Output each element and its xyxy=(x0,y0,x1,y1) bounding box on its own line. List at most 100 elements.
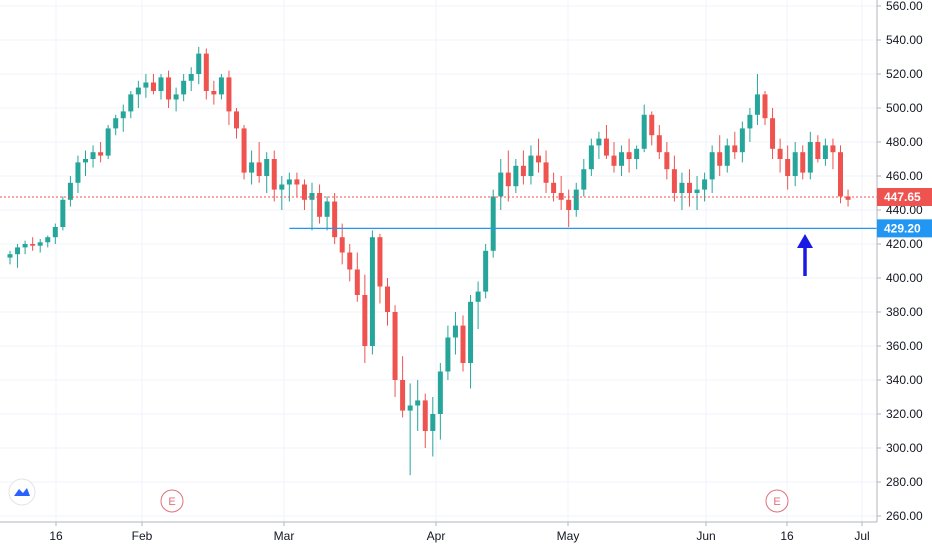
candle-body xyxy=(498,172,504,197)
candle xyxy=(203,48,209,100)
candle xyxy=(90,145,96,168)
candle-body xyxy=(188,74,194,81)
candle xyxy=(241,125,247,180)
candle-body xyxy=(505,172,511,187)
candle-body xyxy=(45,237,51,243)
candle-body xyxy=(687,182,692,193)
candle-body xyxy=(815,142,821,159)
candle xyxy=(105,125,111,159)
candle-body xyxy=(173,94,179,100)
candle-body xyxy=(15,247,21,255)
candle-body xyxy=(732,145,738,153)
candle xyxy=(634,145,640,170)
y-tick-label: 560.00 xyxy=(886,0,923,13)
arrow-head xyxy=(797,234,813,248)
candle xyxy=(75,155,81,193)
reference-lines xyxy=(0,196,877,229)
candle xyxy=(709,145,715,193)
time-axis-panel[interactable] xyxy=(0,522,877,550)
candle-body xyxy=(422,400,428,431)
candle xyxy=(528,145,534,185)
y-tick-label: 360.00 xyxy=(886,339,923,353)
y-tick-label: 500.00 xyxy=(886,101,923,115)
candle xyxy=(845,189,851,207)
candle-body xyxy=(362,295,368,346)
candle-body xyxy=(785,159,791,176)
candle xyxy=(611,142,617,173)
candle xyxy=(603,125,609,159)
candle-body xyxy=(656,135,662,153)
y-tick-label: 420.00 xyxy=(886,237,923,251)
candle xyxy=(362,274,368,363)
candle xyxy=(181,74,187,102)
candle xyxy=(792,142,798,187)
y-tick-label: 520.00 xyxy=(886,67,923,81)
candle xyxy=(656,125,662,159)
y-tick-label: 440.00 xyxy=(886,203,923,217)
candle xyxy=(694,176,700,210)
candle xyxy=(354,252,360,302)
candle xyxy=(770,108,776,159)
candle xyxy=(415,380,421,431)
candle xyxy=(460,315,466,372)
candle-body xyxy=(218,77,224,95)
candle-body xyxy=(649,114,655,136)
candle xyxy=(347,244,353,282)
candle xyxy=(588,138,594,176)
candle xyxy=(339,223,345,265)
candle xyxy=(37,238,43,253)
candle-body xyxy=(838,152,843,197)
candle-body xyxy=(807,142,813,173)
candle-body xyxy=(536,155,541,163)
candle xyxy=(166,70,172,108)
earnings-marker[interactable]: E xyxy=(765,489,789,513)
x-tick-label: Apr xyxy=(427,529,446,543)
candle-body xyxy=(573,189,579,210)
x-tick-label: May xyxy=(557,529,580,543)
earnings-marker[interactable]: E xyxy=(160,489,184,513)
tradingview-logo-icon[interactable] xyxy=(8,478,36,506)
candle-body xyxy=(90,152,96,159)
candle-body xyxy=(113,118,119,129)
candle-body xyxy=(430,414,436,431)
candle xyxy=(475,281,481,329)
y-tick-label: 540.00 xyxy=(886,33,923,47)
candle-body xyxy=(611,155,617,166)
candle xyxy=(150,74,156,95)
candle xyxy=(573,182,579,217)
candle xyxy=(452,312,458,355)
candle xyxy=(264,152,270,193)
candle xyxy=(407,383,413,476)
candle-body xyxy=(724,145,730,166)
candle xyxy=(143,74,149,98)
support-price-tag: 429.20 xyxy=(877,219,932,238)
candle-body xyxy=(128,94,134,112)
candle-body xyxy=(271,159,277,190)
candle-body xyxy=(588,145,594,170)
candle xyxy=(483,244,489,299)
candle-body xyxy=(67,182,73,200)
y-tick-label: 460.00 xyxy=(886,169,923,183)
price-axis-panel[interactable] xyxy=(877,0,932,522)
price-tags: 447.65 429.20 xyxy=(877,187,932,238)
candle-body xyxy=(279,184,285,190)
candle xyxy=(822,138,828,166)
x-tick-label: Feb xyxy=(132,529,153,543)
candle-body xyxy=(234,111,239,129)
candle xyxy=(430,397,436,457)
candle xyxy=(158,74,164,100)
candle-body xyxy=(135,87,141,95)
candle xyxy=(536,138,541,173)
candle xyxy=(596,131,602,159)
candle xyxy=(196,46,202,85)
candle xyxy=(747,108,753,142)
candle xyxy=(687,169,692,207)
candle-body xyxy=(702,179,708,190)
candle-body xyxy=(339,237,345,253)
candle xyxy=(566,189,572,227)
candle-body xyxy=(286,179,292,185)
candle xyxy=(15,244,21,268)
earnings-marker-label: E xyxy=(773,496,780,508)
